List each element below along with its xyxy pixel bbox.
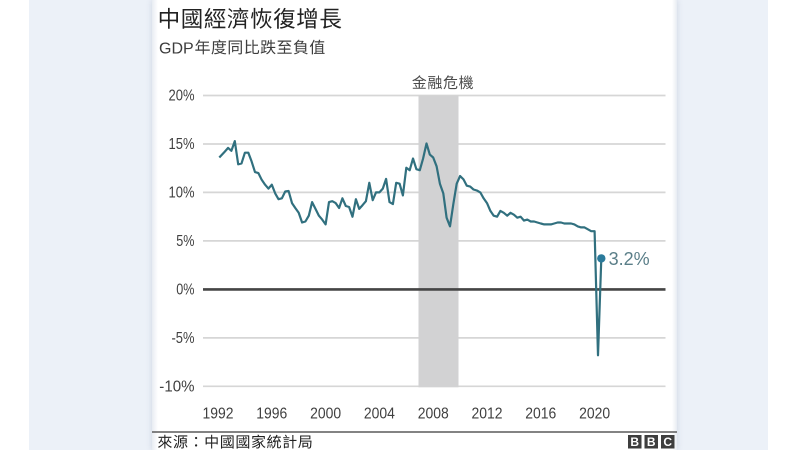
svg-text:2000: 2000 [310,406,341,423]
svg-text:15%: 15% [169,136,195,153]
svg-text:3.2%: 3.2% [609,249,650,269]
svg-text:B: B [647,435,656,449]
svg-text:2012: 2012 [472,406,503,423]
svg-text:5%: 5% [176,233,194,250]
svg-text:2020: 2020 [579,406,610,423]
svg-text:-5%: -5% [172,330,195,347]
svg-text:GDP: GDP [159,40,194,57]
svg-text:0%: 0% [176,282,194,299]
svg-text:1992: 1992 [203,406,234,423]
svg-text:2004: 2004 [364,406,395,423]
svg-text:-10%: -10% [159,379,194,396]
svg-text:10%: 10% [169,185,195,202]
svg-text:C: C [663,435,672,449]
svg-text:1996: 1996 [256,406,287,423]
svg-text:2016: 2016 [525,406,556,423]
svg-text:B: B [630,435,639,449]
svg-text:2008: 2008 [418,406,449,423]
svg-text:20%: 20% [169,88,195,105]
